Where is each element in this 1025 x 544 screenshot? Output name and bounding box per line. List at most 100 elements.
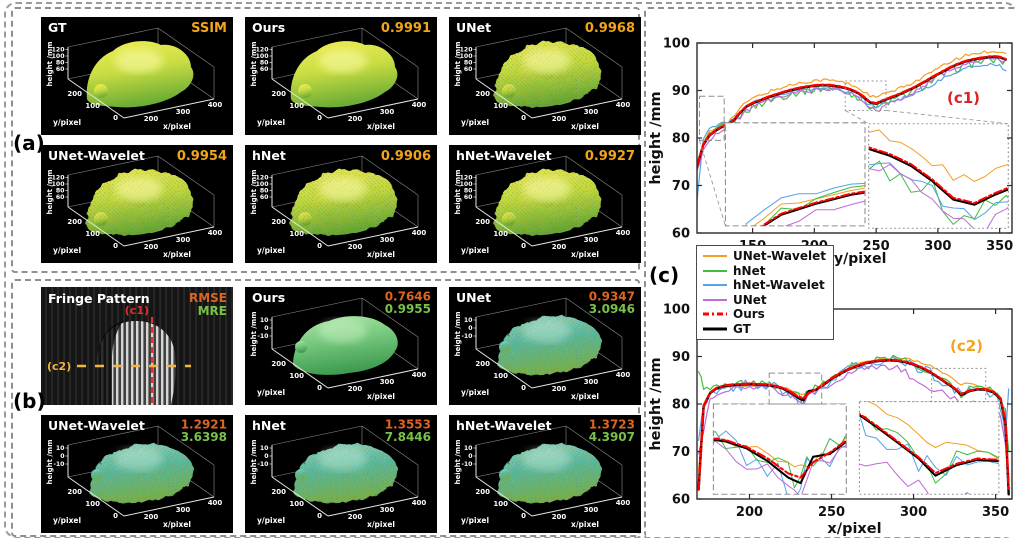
y-axis-label: y/pixel bbox=[53, 118, 81, 127]
svg-text:200: 200 bbox=[475, 488, 490, 496]
subplot-title: hNet-Wavelet bbox=[456, 418, 552, 433]
z-axis-label: height /mm bbox=[46, 439, 54, 484]
x-axis-label: x/pixel bbox=[367, 392, 395, 401]
panel-b-label: (b) bbox=[13, 389, 46, 413]
svg-text:80: 80 bbox=[464, 188, 473, 195]
svg-text:300: 300 bbox=[380, 506, 395, 514]
x-axis-label: x/pixel bbox=[367, 250, 395, 259]
z-axis-label: height /mm bbox=[454, 311, 462, 356]
svg-text:200: 200 bbox=[271, 488, 286, 496]
subplot-title: hNet bbox=[252, 148, 286, 163]
metric-mre: 4.3907 bbox=[589, 430, 635, 444]
y-axis-label: y/pixel bbox=[257, 388, 285, 397]
metric-mre: 3.6398 bbox=[181, 430, 227, 444]
svg-text:100: 100 bbox=[460, 181, 474, 188]
legend-entry-hnet: hNet bbox=[702, 264, 826, 279]
svg-text:60: 60 bbox=[56, 66, 65, 73]
legend-entry-label: UNet-Wavelet bbox=[733, 249, 826, 264]
svg-text:0: 0 bbox=[521, 512, 526, 520]
svg-text:400: 400 bbox=[412, 371, 427, 379]
svg-text:0: 0 bbox=[60, 453, 65, 460]
svg-text:-10: -10 bbox=[257, 333, 269, 340]
svg-text:400: 400 bbox=[208, 101, 223, 109]
legend-entry-label: hNet-Wavelet bbox=[733, 278, 825, 293]
svg-text:10: 10 bbox=[260, 445, 269, 452]
svg-text:200: 200 bbox=[736, 505, 763, 520]
surface-plot-b-unet: 10 0 -10 200 100 0 200 300 400 height /mm y/pi… bbox=[449, 287, 641, 405]
svg-text:400: 400 bbox=[208, 229, 223, 237]
metric-mre: 0.9955 bbox=[385, 302, 431, 316]
y-axis-label: y/pixel bbox=[257, 516, 285, 525]
svg-text:100: 100 bbox=[289, 500, 304, 508]
metric-rmse: 0.7646 bbox=[385, 290, 431, 304]
z-axis-label: height /mm bbox=[454, 169, 462, 214]
surface-plot-b-hnet-wavelet: 10 0 -10 200 100 0 200 300 400 height /mm y/pi… bbox=[449, 415, 641, 533]
svg-text:300: 300 bbox=[584, 378, 599, 386]
svg-text:200: 200 bbox=[67, 488, 82, 496]
z-axis-label: height /mm bbox=[250, 311, 258, 356]
svg-text:200: 200 bbox=[67, 90, 82, 98]
svg-text:300: 300 bbox=[176, 236, 191, 244]
svg-text:300: 300 bbox=[900, 505, 927, 520]
svg-text:400: 400 bbox=[208, 499, 223, 507]
svg-text:70: 70 bbox=[672, 445, 690, 460]
svg-text:-10: -10 bbox=[53, 461, 65, 468]
y-axis-label: y/pixel bbox=[461, 516, 489, 525]
chart-c1-ylabel: height /mm bbox=[648, 91, 664, 184]
svg-text:-10: -10 bbox=[461, 333, 473, 340]
c2-line-label: (c2) bbox=[47, 360, 71, 373]
legend-line-sample bbox=[703, 312, 727, 316]
svg-text:200: 200 bbox=[271, 90, 286, 98]
svg-text:350: 350 bbox=[982, 505, 1009, 520]
x-axis-label: x/pixel bbox=[571, 122, 599, 131]
y-axis-label: y/pixel bbox=[53, 246, 81, 255]
svg-text:80: 80 bbox=[56, 188, 65, 195]
svg-text:100: 100 bbox=[663, 37, 690, 52]
svg-text:200: 200 bbox=[144, 513, 159, 521]
svg-text:80: 80 bbox=[672, 398, 690, 413]
svg-text:80: 80 bbox=[56, 60, 65, 67]
svg-text:0: 0 bbox=[468, 453, 473, 460]
svg-text:400: 400 bbox=[412, 101, 427, 109]
svg-text:60: 60 bbox=[56, 194, 65, 201]
svg-text:400: 400 bbox=[616, 499, 631, 507]
subplot-title: UNet-Wavelet bbox=[48, 418, 145, 433]
surface-plot-gt: 120 100 80 60 200 100 0 200 300 400 height /mm… bbox=[41, 17, 233, 135]
svg-text:200: 200 bbox=[475, 360, 490, 368]
mre-label: MRE bbox=[198, 304, 227, 318]
chart-c1-corner-label: (c1) bbox=[947, 89, 980, 107]
svg-text:300: 300 bbox=[584, 236, 599, 244]
legend-entry-label: Ours bbox=[733, 307, 765, 322]
svg-text:300: 300 bbox=[584, 108, 599, 116]
z-axis-label: height /mm bbox=[250, 439, 258, 484]
svg-text:200: 200 bbox=[271, 360, 286, 368]
svg-text:400: 400 bbox=[412, 499, 427, 507]
x-axis-label: x/pixel bbox=[571, 520, 599, 529]
chart-c2-xlabel: x/pixel bbox=[827, 521, 881, 537]
metric-rmse: 0.9347 bbox=[589, 290, 635, 304]
y-axis-label: y/pixel bbox=[257, 246, 285, 255]
metric-mre: 7.8446 bbox=[385, 430, 431, 444]
svg-text:400: 400 bbox=[412, 229, 427, 237]
y-axis-label: y/pixel bbox=[257, 118, 285, 127]
x-axis-label: x/pixel bbox=[571, 392, 599, 401]
chart-c1-svg: 15020025030035060708090100height /mm(c1) bbox=[646, 11, 1018, 257]
legend-line-sample bbox=[703, 284, 727, 287]
svg-text:80: 80 bbox=[672, 132, 690, 147]
svg-text:200: 200 bbox=[552, 385, 567, 393]
legend-entry-gt: GT bbox=[702, 322, 826, 337]
legend-entry-label: GT bbox=[733, 321, 751, 336]
legend-entry-ours: Ours bbox=[702, 307, 826, 322]
svg-text:350: 350 bbox=[986, 239, 1013, 254]
panel-a: (a) 120 100 80 60 200 100 0 200 300 400 height… bbox=[11, 7, 641, 273]
subplot-title: GT bbox=[48, 20, 67, 35]
svg-text:80: 80 bbox=[260, 60, 269, 67]
metric-ssim: 0.9906 bbox=[381, 149, 431, 164]
